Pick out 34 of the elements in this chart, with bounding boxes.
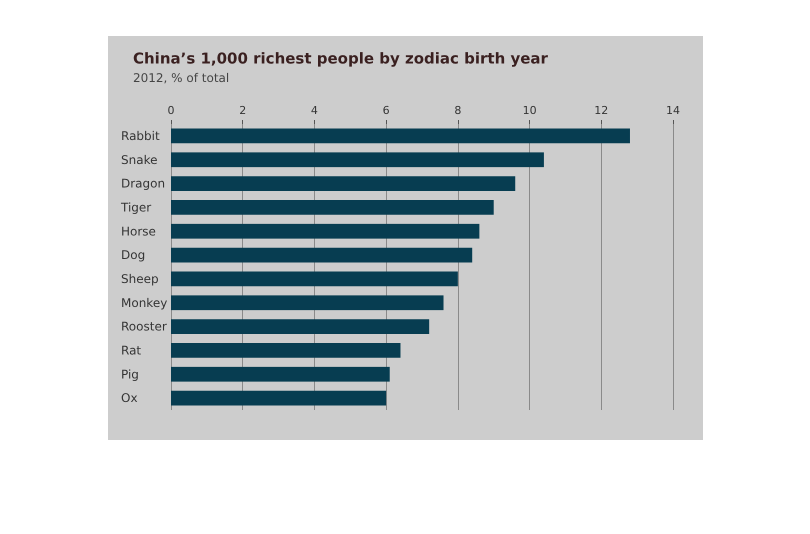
y-tick-label: Tiger [120,200,152,214]
y-tick-label: Horse [121,224,156,238]
y-tick-label: Rooster [121,320,167,334]
x-tick-label: 0 [168,104,174,117]
y-tick-label: Monkey [121,296,168,310]
bar [171,128,630,144]
bar [171,295,444,310]
bar [171,224,480,239]
bar [171,152,544,168]
x-tick-label: 8 [454,104,462,117]
bar [171,200,494,215]
x-tick-label: 10 [522,104,537,117]
y-tick-label: Pig [121,367,139,382]
bar [171,248,472,262]
y-tick-label: Rabbit [121,128,160,143]
chart-subtitle: 2012, % of total [133,71,230,85]
bar [171,176,516,191]
y-tick-label: Rat [121,343,142,358]
chart-title: China’s 1,000 richest people by zodiac birth year [133,50,549,68]
bar [171,343,400,358]
x-tick-label: 14 [666,104,680,117]
y-tick-label: Sheep [121,272,159,286]
x-tick-label: 2 [239,104,246,117]
y-tick-label: Snake [121,152,158,167]
y-tick-label: Ox [121,391,138,406]
y-tick-label: Dog [121,248,146,262]
bar [171,390,386,406]
x-tick-label: 4 [310,104,318,117]
y-tick-label: Dragon [121,176,166,191]
bar [171,272,458,286]
x-tick-label: 12 [594,104,608,117]
x-tick-label: 6 [382,104,390,117]
bar [171,366,390,382]
bar [171,319,430,334]
